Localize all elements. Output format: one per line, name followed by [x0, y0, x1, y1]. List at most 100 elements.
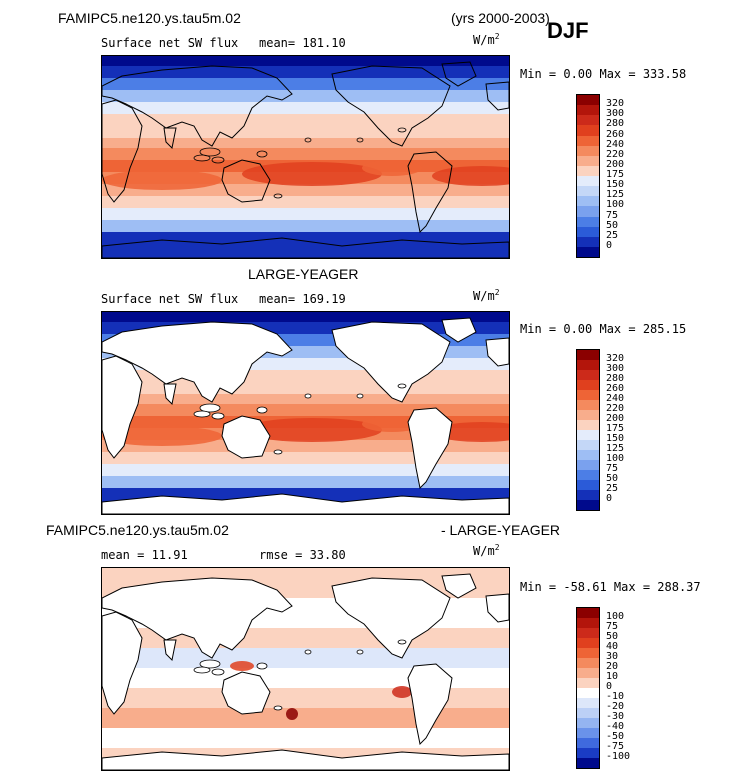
colorbar-label: -10: [606, 691, 625, 702]
panel2-map: [101, 311, 510, 515]
panel1-units: W/m2: [473, 32, 500, 47]
colorbar-label: -50: [606, 731, 625, 742]
case-name: FAMIPC5.ne120.ys.tau5m.02: [58, 10, 241, 26]
colorbar-label: 30: [606, 651, 619, 662]
coastline: [441, 61, 477, 87]
panel3-mean: mean = 11.91: [101, 548, 188, 562]
colorbar-swatch: [577, 226, 599, 237]
island-outline: [356, 137, 364, 143]
colorbar-label: 20: [606, 661, 619, 672]
colorbar-label: 100: [606, 611, 625, 622]
colorbar-label: 175: [606, 169, 625, 180]
years-range: (yrs 2000-2003): [451, 10, 550, 26]
coastline: [331, 577, 451, 659]
colorbar-label: 220: [606, 403, 625, 414]
field-band: [102, 56, 509, 66]
colorbar-label: 175: [606, 423, 625, 434]
island-outline: [193, 154, 211, 162]
panel1-map: [101, 55, 510, 259]
island-outline: [211, 668, 225, 676]
coastline: [331, 65, 451, 147]
colorbar-swatch: [577, 370, 599, 380]
colorbar-label: 240: [606, 138, 625, 150]
colorbar-label: 125: [606, 443, 625, 454]
colorbar-swatch: [577, 748, 599, 758]
colorbar-swatch: [577, 145, 599, 156]
field-band: [102, 90, 509, 102]
colorbar-swatch: [577, 738, 599, 748]
colorbar-swatch: [577, 678, 599, 688]
panel1-field-label: Surface net SW flux: [101, 36, 239, 50]
island-outline: [199, 403, 221, 413]
panel2-mean: mean= 169.19: [259, 292, 346, 306]
coastline: [102, 355, 143, 459]
colorbar-swatch: [577, 400, 599, 410]
colorbar-swatch: [577, 668, 599, 678]
colorbar-swatch: [577, 460, 599, 470]
coastline: [441, 573, 477, 599]
field-band: [102, 232, 509, 258]
colorbar-label: 100: [606, 453, 625, 464]
panel3-units: W/m2: [473, 543, 500, 558]
colorbar-swatch: [577, 718, 599, 728]
field-band: [102, 220, 509, 232]
colorbar-label: 260: [606, 383, 625, 394]
colorbar-label: 50: [606, 219, 619, 231]
island-outline: [397, 127, 407, 133]
panel3-map: [101, 567, 510, 771]
colorbar-swatch: [577, 470, 599, 480]
island-outline: [199, 147, 221, 157]
island-outline: [211, 412, 225, 420]
colorbar-swatch: [577, 186, 599, 197]
colorbar-label: 320: [606, 98, 625, 110]
colorbar-swatch: [577, 360, 599, 370]
coastline: [221, 159, 271, 203]
field-band: [102, 196, 509, 208]
field-band: [102, 728, 509, 748]
island-outline: [193, 666, 211, 674]
colorbar-swatch: [577, 135, 599, 146]
colorbar-label: 280: [606, 118, 625, 130]
colorbar-label: 0: [606, 493, 613, 504]
colorbar-label: -20: [606, 701, 625, 712]
colorbar-label: 280: [606, 373, 625, 384]
colorbar-label: -30: [606, 711, 625, 722]
panel3-title-left: FAMIPC5.ne120.ys.tau5m.02: [46, 522, 229, 538]
colorbar-swatch: [577, 638, 599, 648]
field-band: [102, 208, 509, 220]
coastline: [407, 663, 453, 746]
coastline: [485, 593, 509, 623]
colorbar-label: 100: [606, 199, 625, 211]
colorbar-swatch: [577, 430, 599, 440]
field-band: [102, 138, 509, 148]
coastline: [331, 321, 451, 403]
island-outline: [256, 662, 268, 670]
colorbar-swatch: [577, 608, 599, 618]
map-plot: [102, 56, 509, 258]
coastline: [221, 415, 271, 459]
coastline: [163, 639, 177, 662]
island-outline: [273, 193, 283, 199]
field-hotspot: [102, 170, 222, 190]
colorbar-swatch: [577, 380, 599, 390]
coastline: [102, 99, 143, 203]
field-hotspot: [102, 426, 222, 446]
field-band: [102, 102, 509, 114]
panel2-units: W/m2: [473, 288, 500, 303]
field-band: [102, 452, 509, 464]
island-outline: [304, 393, 312, 399]
colorbar-swatch: [577, 115, 599, 126]
colorbar-label: -75: [606, 741, 625, 752]
colorbar-label: 75: [606, 209, 619, 221]
colorbar-label: 50: [606, 631, 619, 642]
island-outline: [256, 406, 268, 414]
colorbar-label: 260: [606, 128, 625, 140]
colorbar-swatch: [577, 490, 599, 500]
colorbar-swatch: [577, 350, 599, 360]
colorbar-label: 200: [606, 158, 625, 170]
colorbar-label: 300: [606, 108, 625, 120]
colorbar-label: 75: [606, 463, 619, 474]
coastline: [485, 337, 509, 367]
coastline: [221, 671, 271, 715]
field-band: [102, 148, 509, 160]
